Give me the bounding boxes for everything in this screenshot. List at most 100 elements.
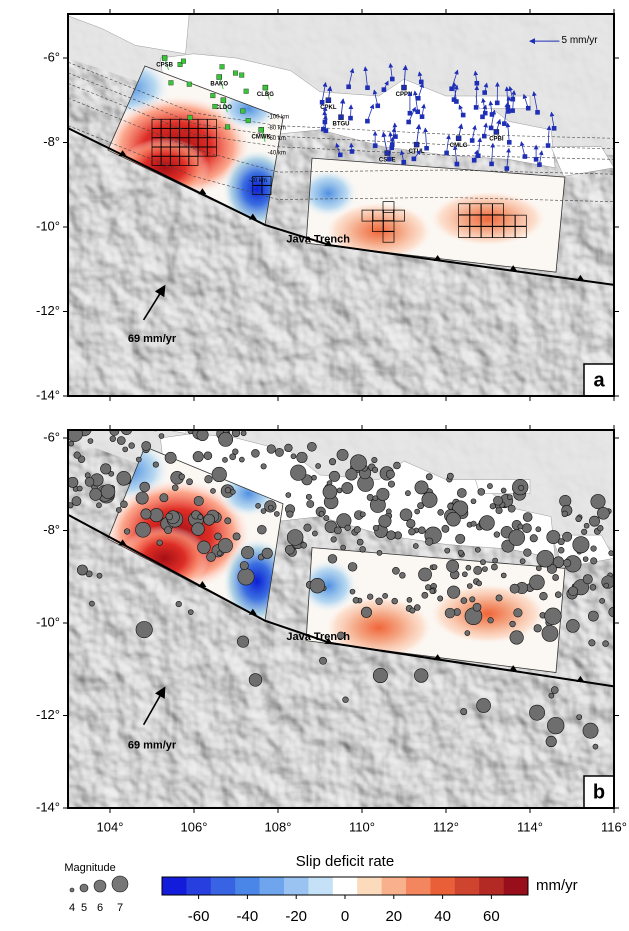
earthquake — [203, 451, 213, 461]
earthquake — [452, 500, 469, 517]
earthquake — [116, 470, 132, 486]
earthquake — [67, 420, 73, 426]
earthquake — [197, 514, 204, 520]
earthquake — [589, 515, 600, 527]
subfault-cell — [372, 209, 384, 222]
earthquake — [135, 491, 149, 505]
velocity-vector — [423, 127, 428, 149]
station-label: BTGU — [333, 122, 350, 128]
earthquake — [260, 463, 267, 470]
colorbar-bin — [357, 877, 382, 895]
earthquake — [336, 513, 352, 529]
earthquake — [120, 500, 128, 509]
subfault-cell — [492, 203, 504, 216]
earthquake — [446, 472, 454, 480]
subfault-cell — [261, 185, 272, 195]
subfault-cell — [393, 209, 405, 222]
earthquake — [460, 597, 468, 604]
depth-contour — [68, 61, 614, 139]
earthquake — [237, 568, 255, 586]
magnitude-title: Magnitude — [64, 862, 115, 874]
earthquake — [261, 547, 273, 559]
earthquake — [521, 523, 532, 534]
earthquake — [164, 451, 177, 464]
depth-contour — [68, 125, 614, 202]
earthquake — [559, 494, 572, 508]
velocity-vector — [372, 89, 379, 106]
trench-label: Java Trench — [286, 234, 350, 246]
earthquake — [192, 451, 204, 463]
earthquake — [353, 526, 361, 534]
colorbar-tick-label: 0 — [341, 908, 349, 925]
earthquake — [457, 549, 464, 556]
earthquake — [175, 600, 182, 608]
colorbar-bin — [186, 877, 212, 895]
earthquake — [409, 607, 416, 614]
earthquake — [356, 538, 364, 546]
gps-station — [168, 80, 174, 86]
earthquake — [122, 446, 129, 453]
depth-contour — [68, 72, 614, 150]
earthquake — [554, 591, 562, 599]
earthquake — [406, 597, 413, 603]
earthquake — [349, 588, 356, 595]
colorbar-tick-label: 60 — [483, 908, 500, 925]
gps-station — [219, 64, 225, 70]
earthquake — [376, 550, 383, 556]
earthquake — [336, 487, 343, 494]
station-label: CMLG — [450, 143, 468, 149]
earthquake — [336, 448, 349, 461]
earthquake — [536, 565, 542, 572]
colorbar-bin — [162, 877, 187, 895]
earthquake — [71, 496, 82, 506]
depth-contour-label: -60 km — [268, 136, 286, 142]
earthquake — [589, 584, 597, 591]
earthquake — [296, 451, 308, 463]
earthquake — [109, 435, 116, 442]
depth-contour-label: -20 km — [249, 178, 267, 184]
earthquake — [224, 487, 231, 494]
earthquake — [83, 405, 91, 413]
land — [68, 14, 190, 55]
earthquake — [412, 543, 419, 549]
earthquake — [581, 528, 588, 535]
earthquake — [196, 430, 209, 441]
earthquake — [141, 441, 152, 451]
earthquake — [359, 511, 366, 518]
earthquake — [187, 609, 194, 615]
earthquake — [123, 528, 131, 535]
velocity-vector — [451, 69, 459, 89]
velocity-vector — [322, 114, 328, 130]
earthquake — [76, 564, 88, 576]
earthquake — [91, 410, 96, 415]
earthquake — [284, 443, 293, 453]
gps-station — [411, 156, 417, 162]
velocity-vector — [446, 134, 451, 153]
earthquake — [257, 524, 267, 535]
earthquake — [500, 572, 507, 579]
earthquake — [399, 508, 413, 522]
earthquake — [603, 582, 610, 589]
depth-contour — [68, 83, 614, 160]
earthquake — [518, 484, 525, 491]
earthquake — [547, 716, 565, 735]
earthquake — [152, 461, 159, 468]
colorbar-tick-label: -20 — [285, 908, 307, 925]
earthquake — [393, 461, 401, 470]
earthquake — [392, 566, 400, 575]
velocity-vector — [546, 125, 552, 146]
lon-tick-label: 112° — [433, 819, 459, 834]
earthquake — [73, 409, 85, 421]
earthquake — [529, 704, 545, 721]
lat-tick-label: -10° — [36, 218, 60, 233]
colorbar-bin — [454, 877, 480, 895]
earthquake — [309, 577, 326, 594]
earthquake — [68, 502, 74, 509]
trench-tooth — [324, 240, 333, 247]
colorbar-bin — [479, 877, 504, 895]
earthquake — [557, 538, 565, 546]
earthquake — [425, 584, 432, 591]
trench-line — [68, 127, 614, 286]
gps-station — [187, 114, 193, 120]
earthquake — [328, 470, 340, 482]
